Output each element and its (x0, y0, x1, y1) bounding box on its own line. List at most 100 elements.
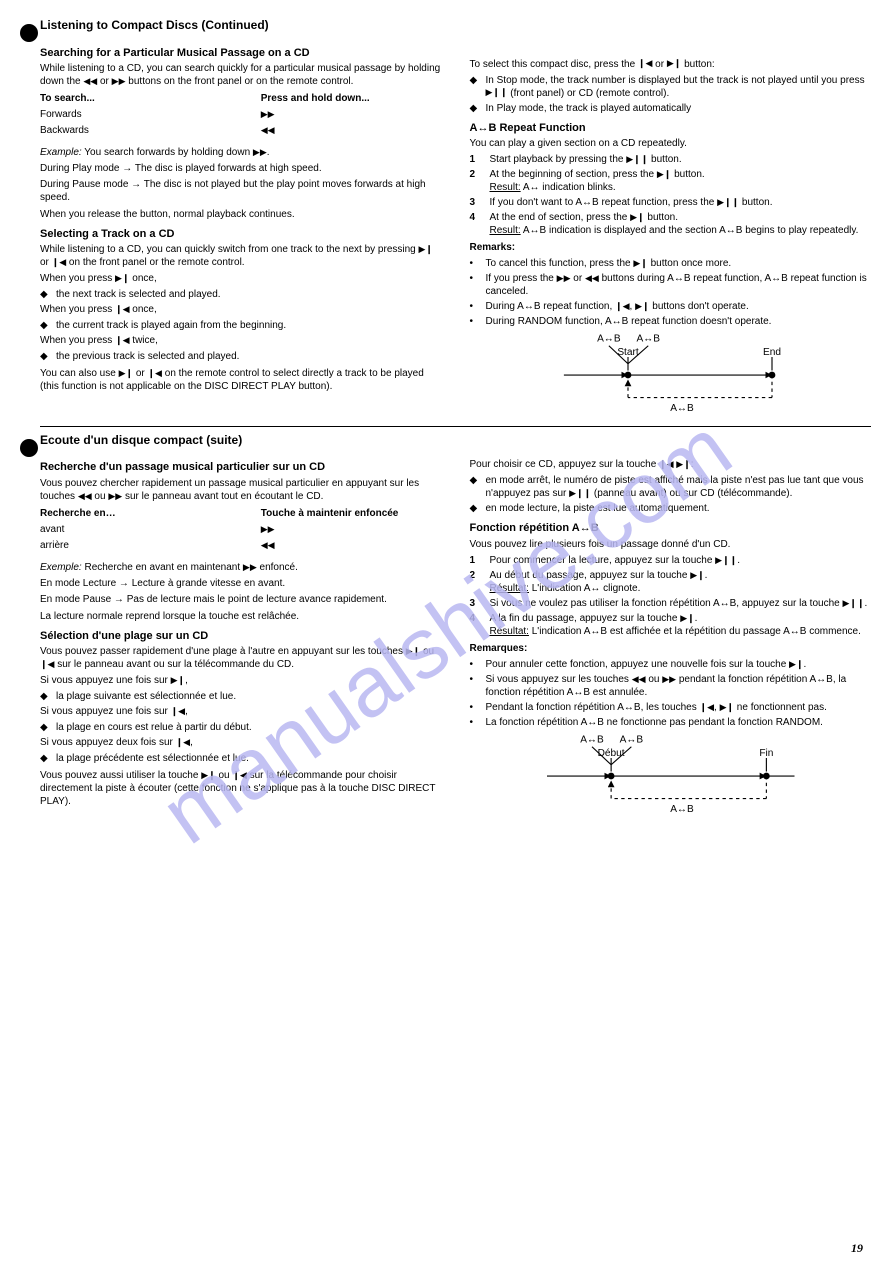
prev-icon: ❙◀ (638, 59, 652, 68)
th2-fr: Touche à maintenir enfoncée (261, 507, 442, 520)
next-icon: ▶❙ (676, 460, 690, 469)
search-table: To search... Forwards Backwards Press an… (40, 92, 442, 140)
next-icon: ▶❙ (635, 302, 649, 311)
play-icon: ▶❙❙ (715, 556, 737, 565)
play-icon: ▶❙❙ (626, 155, 648, 164)
pourselect-b: ◆en mode lecture, la piste est lue autom… (470, 502, 872, 515)
sel-l1: While listening to a CD, you can quickly… (40, 243, 442, 269)
sel-l3b: ◆the current track is played again from … (40, 319, 442, 332)
sel-l1-fr: Vous pouvez passer rapidement d'une plag… (40, 645, 442, 671)
ab-n4: 4At the end of section, press the ▶❙ but… (470, 211, 872, 237)
r2b-fr: ◀◀ (261, 539, 442, 552)
ex3-fr: En mode Pause → Pas de lecture mais le p… (40, 593, 442, 606)
next-icon: ▶❙ (667, 59, 681, 68)
ab-n4-fr: 4A la fin du passage, appuyez sur la tou… (470, 612, 872, 638)
svg-text:A↔B: A↔B (670, 804, 694, 815)
ab-n1-fr: 1Pour commencer la lecture, appuyez sur … (470, 554, 872, 567)
sel-l5: You can also use ▶❙ or ❙◀ on the remote … (40, 367, 442, 393)
ab-diagram-en: A↔B A↔B Start End (470, 330, 872, 420)
next-icon: ▶❙ (406, 647, 420, 656)
bullet-marker (20, 24, 38, 42)
r1b: ▶▶ (261, 108, 442, 121)
sel-l4-fr: Si vous appuyez deux fois sur ❙◀, (40, 736, 442, 749)
ab-r1: •To cancel this function, press the ▶❙ b… (470, 257, 872, 270)
rewind-icon: ◀◀ (632, 675, 646, 684)
sel-l2-fr: Si vous appuyez une fois sur ▶❙, (40, 674, 442, 687)
prev-icon: ❙◀ (615, 302, 629, 311)
svg-text:A↔B: A↔B (636, 333, 660, 344)
note-fr: La lecture normale reprend lorsque la to… (40, 610, 442, 623)
col-left-fr: Recherche d'un passage musical particuli… (40, 454, 442, 820)
next-icon: ▶❙ (171, 676, 185, 685)
rewind-icon: ◀◀ (83, 77, 97, 86)
bullet-marker (20, 439, 38, 457)
ab-r4: •During RANDOM function, A↔B repeat func… (470, 315, 872, 328)
remarks-title: Remarks: (470, 241, 872, 254)
searching-intro: While listening to a CD, you can search … (40, 62, 442, 88)
th1: To search... (40, 92, 221, 105)
ab-intro-fr: Vous pouvez lire plusieurs fois un passa… (470, 538, 872, 551)
diagram-start-label-fr: Début (597, 748, 624, 759)
sel-l4b-fr: ◆la plage précédente est sélectionnée et… (40, 752, 442, 765)
svg-text:A↔B: A↔B (580, 734, 604, 745)
ab-diagram-fr: A↔B A↔B Début Fin (470, 731, 872, 821)
col-left-en: Searching for a Particular Musical Passa… (40, 40, 442, 420)
page-number: 19 (851, 1241, 863, 1257)
ab-n2-fr: 2Au début du passage, appuyez sur la tou… (470, 569, 872, 595)
ab-icon: ▶❙ (680, 614, 694, 623)
rewind-icon: ◀◀ (261, 126, 275, 135)
pourselect-a: ◆en mode arrêt, le numéro de piste est a… (470, 474, 872, 500)
ab-r3-fr: •Pendant la fonction répétition A↔B, les… (470, 701, 872, 714)
sel-l3b-fr: ◆la plage en cours est relue à partir du… (40, 721, 442, 734)
ab-n3: 3If you don't want to A↔B repeat functio… (470, 196, 872, 209)
fwd-icon: ▶▶ (112, 77, 126, 86)
col-right-en: To select this compact disc, press the ❙… (470, 40, 872, 420)
toselect: To select this compact disc, press the ❙… (470, 58, 872, 71)
svg-text:A↔B: A↔B (670, 403, 694, 414)
ab-icon: ▶❙ (633, 259, 647, 268)
fwd-icon: ▶▶ (253, 148, 267, 157)
prev-icon: ❙◀ (700, 703, 714, 712)
ab-icon: ▶❙ (690, 571, 704, 580)
title-en: Listening to Compact Discs (Continued) (40, 18, 871, 34)
fwd-icon: ▶▶ (557, 274, 571, 283)
ab-r3: •During A↔B repeat function, ❙◀, ▶❙ butt… (470, 300, 872, 313)
diagram-end-label: End (763, 347, 781, 358)
play-icon: ▶❙❙ (569, 489, 591, 498)
prev-icon: ❙◀ (232, 771, 246, 780)
prev-icon: ❙◀ (148, 369, 162, 378)
sel-l4b: ◆the previous track is selected and play… (40, 350, 442, 363)
diagram-end-label-fr: Fin (759, 748, 773, 759)
th1-fr: Recherche en… (40, 507, 221, 520)
r1a: Forwards (40, 108, 221, 121)
next-icon: ▶❙ (115, 274, 129, 283)
heading-recherche: Recherche d'un passage musical particuli… (40, 460, 442, 474)
prev-icon: ❙◀ (52, 258, 66, 267)
rewind-icon: ◀◀ (585, 274, 599, 283)
remarques-title: Remarques: (470, 642, 872, 655)
ex2: During Play mode → The disc is played fo… (40, 162, 442, 175)
sel-l4: When you press ❙◀ twice, (40, 334, 442, 347)
sel-l2b-fr: ◆la plage suivante est sélectionnée et l… (40, 690, 442, 703)
prev-icon: ❙◀ (659, 460, 673, 469)
next-icon: ▶❙ (419, 245, 433, 254)
prev-icon: ❙◀ (115, 305, 129, 314)
title-fr: Ecoute d'un disque compact (suite) (40, 433, 871, 449)
heading-ab-fr: Fonction répétition A↔B (470, 521, 872, 535)
r2b: ◀◀ (261, 124, 442, 137)
fwd-icon: ▶▶ (662, 675, 676, 684)
play-icon: ▶❙❙ (842, 599, 864, 608)
th2: Press and hold down... (261, 92, 442, 105)
toselect-b: ◆In Play mode, the track is played autom… (470, 102, 872, 115)
ab-r2-fr: •Si vous appuyez sur les touches ◀◀ ou ▶… (470, 673, 872, 699)
svg-text:A↔B: A↔B (597, 333, 621, 344)
heading-ab-en: A↔B Repeat Function (470, 121, 872, 135)
fwd-icon: ▶▶ (108, 492, 122, 501)
svg-text:A↔B: A↔B (619, 734, 643, 745)
heading-searching: Searching for a Particular Musical Passa… (40, 46, 442, 60)
section-english: Listening to Compact Discs (Continued) S… (40, 18, 871, 420)
next-icon: ▶❙ (201, 771, 215, 780)
r1b-fr: ▶▶ (261, 523, 442, 536)
recherche-intro: Vous pouvez chercher rapidement un passa… (40, 477, 442, 503)
ex3: During Pause mode → The disc is not play… (40, 178, 442, 204)
